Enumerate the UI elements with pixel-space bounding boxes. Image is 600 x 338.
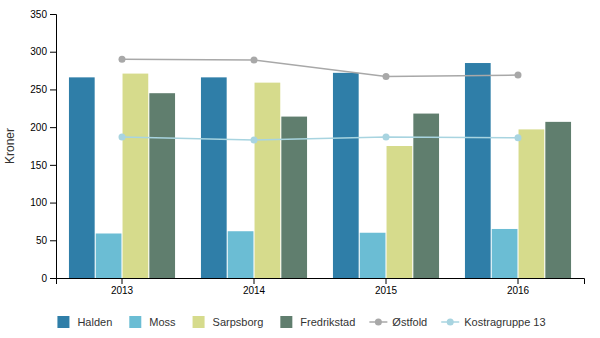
bar bbox=[413, 114, 439, 278]
line-point bbox=[383, 73, 390, 80]
legend-swatch bbox=[193, 316, 205, 328]
x-tick: 2013 bbox=[111, 278, 134, 296]
legend-item: Sarpsborg bbox=[193, 316, 264, 328]
plot-root: 0 50 100 150 200 250 300 350 2013 2014 2015 2016 Kro… bbox=[3, 9, 585, 296]
x-tick-label: 2014 bbox=[243, 285, 266, 296]
legend-label: Sarpsborg bbox=[213, 316, 264, 328]
y-tick-mark bbox=[50, 127, 56, 128]
y-tick-label: 350 bbox=[30, 9, 47, 20]
y-tick-label: 50 bbox=[36, 235, 48, 246]
bar bbox=[123, 74, 149, 278]
chart-svg: 0 50 100 150 200 250 300 350 2013 2014 2015 2016 Kro… bbox=[0, 0, 600, 338]
line-series bbox=[119, 133, 522, 143]
bar bbox=[387, 146, 413, 278]
bar bbox=[360, 233, 386, 278]
legend-swatch-marker bbox=[447, 319, 454, 326]
y-tick: 100 bbox=[30, 197, 56, 208]
x-axis: 2013 2014 2015 2016 bbox=[57, 278, 585, 296]
y-tick: 350 bbox=[30, 9, 56, 20]
bar bbox=[333, 73, 359, 278]
y-axis-title: Kroner bbox=[3, 128, 17, 164]
y-tick-mark bbox=[50, 203, 56, 204]
legend-item: Moss bbox=[129, 316, 176, 328]
bar bbox=[69, 77, 95, 278]
bar bbox=[545, 122, 571, 278]
y-tick: 150 bbox=[30, 160, 56, 171]
x-tick: 2016 bbox=[507, 278, 530, 296]
bar bbox=[281, 117, 307, 278]
y-tick: 250 bbox=[30, 84, 56, 95]
y-axis: 0 50 100 150 200 250 300 350 bbox=[30, 9, 56, 284]
bar-series bbox=[123, 74, 545, 278]
y-tick-mark bbox=[50, 89, 56, 90]
bar bbox=[519, 129, 545, 278]
y-tick-mark bbox=[50, 14, 56, 15]
bar bbox=[492, 229, 518, 278]
x-tick-mark bbox=[518, 278, 519, 284]
y-tick-mark bbox=[50, 278, 56, 279]
y-tick-mark bbox=[50, 165, 56, 166]
x-tick-label: 2016 bbox=[507, 285, 530, 296]
line-point bbox=[515, 134, 522, 141]
bar bbox=[255, 83, 281, 278]
y-tick-label: 250 bbox=[30, 84, 47, 95]
x-tick-mark bbox=[254, 278, 255, 284]
y-tick-mark bbox=[50, 240, 56, 241]
y-tick-mark bbox=[50, 52, 56, 53]
legend-item: Østfold bbox=[369, 316, 427, 328]
x-tick-label: 2015 bbox=[375, 285, 398, 296]
bar bbox=[228, 231, 254, 278]
chart-container: 0 50 100 150 200 250 300 350 2013 2014 2015 2016 Kro… bbox=[0, 0, 600, 338]
bar bbox=[201, 77, 227, 278]
plot-area bbox=[69, 56, 571, 278]
legend-item: Halden bbox=[57, 316, 112, 328]
line-point bbox=[119, 133, 126, 140]
legend: Halden Moss Sarpsborg Fredrikstad Østfold Kos… bbox=[57, 316, 545, 328]
legend-label: Kostragruppe 13 bbox=[464, 316, 545, 328]
x-tick-mark bbox=[386, 278, 387, 284]
bar bbox=[96, 233, 122, 278]
y-axis-line bbox=[50, 15, 57, 279]
y-tick: 300 bbox=[30, 46, 56, 57]
y-tick-label: 200 bbox=[30, 122, 47, 133]
line-point bbox=[251, 136, 258, 143]
x-tick-mark bbox=[122, 278, 123, 284]
legend-swatch bbox=[280, 316, 292, 328]
line-point bbox=[119, 56, 126, 63]
legend-label: Fredrikstad bbox=[300, 316, 355, 328]
bar-series bbox=[69, 63, 491, 278]
line-point bbox=[515, 72, 522, 79]
y-tick: 200 bbox=[30, 122, 56, 133]
legend-label: Østfold bbox=[392, 316, 427, 328]
line-point bbox=[251, 57, 258, 64]
y-tick-label: 300 bbox=[30, 46, 47, 57]
y-tick: 0 bbox=[41, 273, 56, 284]
legend-label: Moss bbox=[149, 316, 176, 328]
legend-item: Kostragruppe 13 bbox=[441, 316, 545, 328]
y-tick-label: 0 bbox=[41, 273, 47, 284]
legend-swatch bbox=[57, 316, 69, 328]
x-tick-label: 2013 bbox=[111, 285, 134, 296]
legend-swatch bbox=[129, 316, 141, 328]
y-tick: 50 bbox=[36, 235, 56, 246]
bar bbox=[465, 63, 491, 278]
line bbox=[122, 137, 518, 140]
bar bbox=[149, 93, 175, 278]
x-tick: 2014 bbox=[243, 278, 266, 296]
y-tick-label: 100 bbox=[30, 197, 47, 208]
legend-item: Fredrikstad bbox=[280, 316, 355, 328]
line bbox=[122, 59, 518, 76]
y-tick-label: 150 bbox=[30, 160, 47, 171]
x-tick: 2015 bbox=[375, 278, 398, 296]
bar-series bbox=[149, 93, 571, 278]
x-axis-line bbox=[57, 279, 585, 285]
legend-label: Halden bbox=[77, 316, 112, 328]
line-series bbox=[119, 56, 522, 80]
legend-swatch-marker bbox=[375, 319, 382, 326]
line-point bbox=[383, 133, 390, 140]
